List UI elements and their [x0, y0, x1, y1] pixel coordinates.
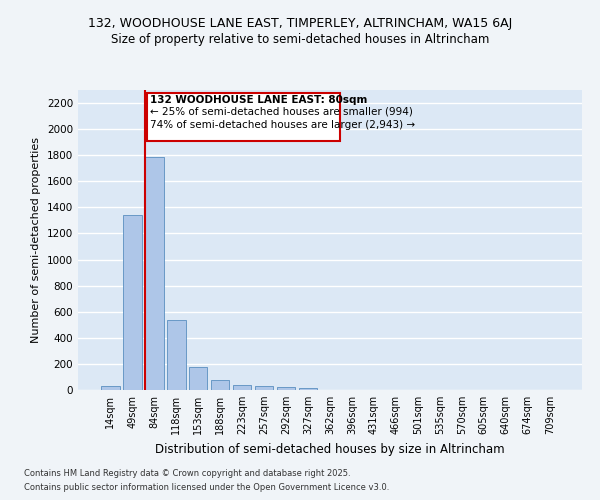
Bar [123, 215, 142, 390]
Bar [167, 320, 185, 390]
FancyBboxPatch shape [146, 92, 340, 141]
Bar [255, 386, 274, 390]
Bar [145, 156, 164, 390]
Bar [189, 367, 208, 390]
Bar [299, 388, 317, 390]
Text: 74% of semi-detached houses are larger (2,943) →: 74% of semi-detached houses are larger (… [150, 120, 415, 130]
Text: Size of property relative to semi-detached houses in Altrincham: Size of property relative to semi-detach… [111, 32, 489, 46]
X-axis label: Distribution of semi-detached houses by size in Altrincham: Distribution of semi-detached houses by … [155, 442, 505, 456]
Bar [211, 380, 229, 390]
Text: Contains public sector information licensed under the Open Government Licence v3: Contains public sector information licen… [24, 484, 389, 492]
Text: ← 25% of semi-detached houses are smaller (994): ← 25% of semi-detached houses are smalle… [150, 107, 413, 117]
Text: 132, WOODHOUSE LANE EAST, TIMPERLEY, ALTRINCHAM, WA15 6AJ: 132, WOODHOUSE LANE EAST, TIMPERLEY, ALT… [88, 18, 512, 30]
Bar [233, 386, 251, 390]
Y-axis label: Number of semi-detached properties: Number of semi-detached properties [31, 137, 41, 343]
Text: 132 WOODHOUSE LANE EAST: 80sqm: 132 WOODHOUSE LANE EAST: 80sqm [150, 95, 367, 105]
Bar [101, 386, 119, 390]
Text: Contains HM Land Registry data © Crown copyright and database right 2025.: Contains HM Land Registry data © Crown c… [24, 468, 350, 477]
Bar [277, 386, 295, 390]
